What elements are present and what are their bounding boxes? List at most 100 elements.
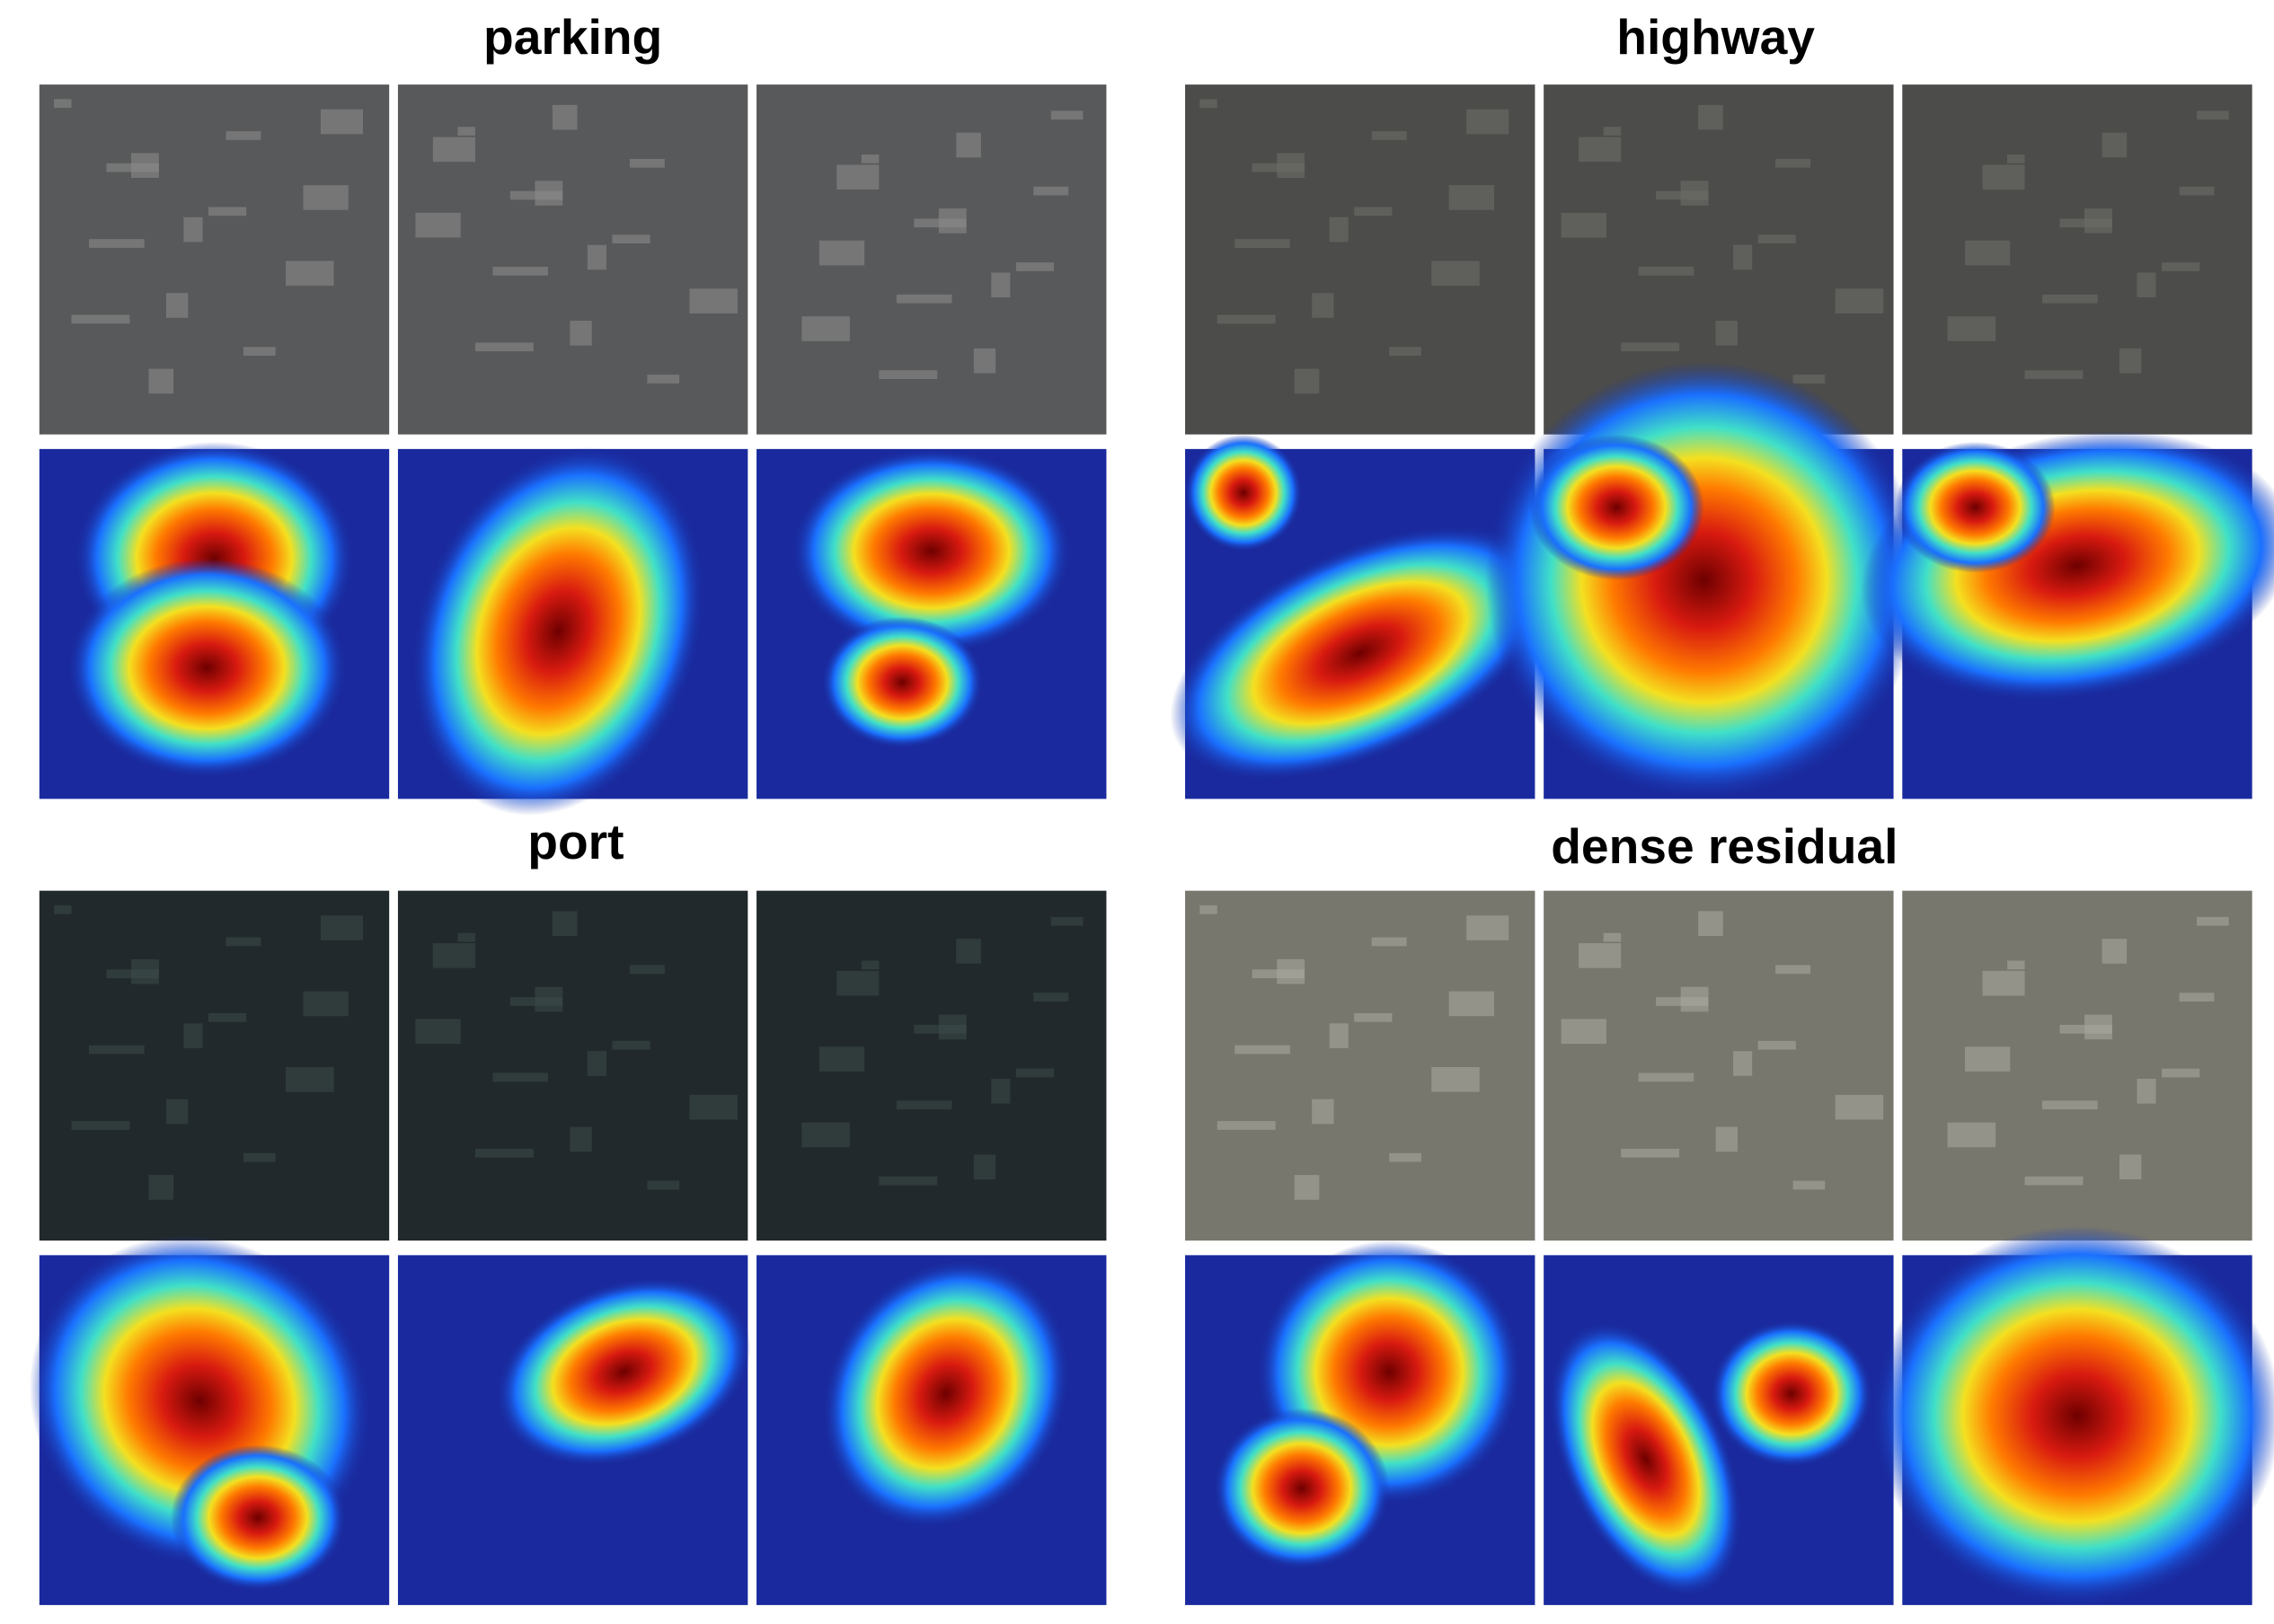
photo-detail — [1698, 911, 1723, 936]
photo-detail — [1431, 260, 1480, 287]
photo-detail — [492, 267, 549, 276]
photo-detail — [587, 244, 606, 270]
photo-detail — [285, 1067, 334, 1092]
photo-tile — [1544, 890, 1894, 1241]
photo-detail — [1715, 321, 1738, 346]
photo-detail — [2137, 272, 2156, 298]
group-title: dense residual — [1551, 818, 1898, 874]
photo-detail — [2024, 370, 2084, 379]
photo-detail — [914, 218, 967, 228]
heat-blob — [1214, 1408, 1390, 1569]
heat-blob — [1185, 434, 1302, 552]
photo-detail — [861, 154, 880, 163]
photo-detail — [1579, 137, 1622, 163]
heat-blob — [412, 446, 704, 816]
photo-detail — [956, 939, 981, 964]
photo-detail — [71, 1121, 130, 1130]
heat-blob — [1872, 1225, 2274, 1605]
photo-detail — [226, 131, 261, 140]
photo-detail — [106, 969, 159, 979]
photo-detail — [208, 207, 247, 216]
photo-detail — [1252, 969, 1305, 979]
photo-detail — [1656, 190, 1709, 200]
photo-detail — [1561, 212, 1606, 238]
photo-detail — [1199, 905, 1217, 914]
photo-detail — [914, 1024, 967, 1034]
photo-detail — [2101, 939, 2128, 964]
photo-detail — [2197, 110, 2229, 120]
photo-tile — [39, 890, 390, 1241]
photo-detail — [303, 185, 349, 210]
heatmap-tile — [757, 1255, 1107, 1605]
photo-detail — [1638, 1072, 1694, 1082]
photo-tile — [757, 890, 1107, 1241]
photo-detail — [1312, 1099, 1334, 1125]
photo-tile — [39, 84, 390, 435]
photo-detail — [1561, 1019, 1606, 1045]
photo-detail — [1389, 347, 1421, 357]
photo-detail — [1792, 375, 1826, 384]
photo-detail — [2007, 960, 2025, 970]
photo-detail — [647, 1180, 680, 1190]
photo-detail — [54, 99, 72, 109]
photo-detail — [88, 1045, 145, 1055]
photo-detail — [457, 932, 475, 942]
photo-detail — [432, 943, 475, 968]
photo-detail — [647, 375, 680, 384]
photo-detail — [818, 240, 865, 266]
photo-detail — [492, 1072, 549, 1082]
photo-detail — [2101, 132, 2128, 158]
photo-detail — [1835, 1094, 1884, 1120]
heatmap-tile — [397, 446, 748, 816]
photo-detail — [2179, 993, 2215, 1002]
photo — [39, 84, 390, 435]
photo — [1185, 84, 1535, 435]
photo-detail — [879, 370, 938, 379]
photo-detail — [1312, 293, 1334, 318]
heatmap-tile — [1485, 361, 1923, 799]
photo-tile — [1185, 890, 1535, 1241]
photo-detail — [1603, 127, 1622, 136]
photo-detail — [183, 216, 203, 243]
photo-detail — [587, 1051, 606, 1076]
heat-blob — [1528, 434, 1704, 580]
photo-detail — [243, 347, 276, 357]
photo-detail — [1775, 965, 1811, 975]
photo-detail — [2024, 1176, 2084, 1186]
photo-detail — [629, 158, 665, 168]
photo-tile — [397, 84, 748, 435]
photo-detail — [2059, 218, 2112, 228]
photo-detail — [1982, 164, 2025, 190]
photo-detail — [2179, 186, 2215, 196]
photo-detail — [629, 965, 665, 975]
heatmap-tile — [1185, 1240, 1535, 1605]
photo-detail — [148, 368, 174, 394]
photo-detail — [183, 1023, 203, 1048]
photo-detail — [1294, 1175, 1320, 1200]
photo-detail — [1982, 970, 2025, 996]
photo-detail — [1965, 1046, 2011, 1072]
photo-detail — [88, 239, 145, 248]
photo-detail — [165, 1099, 189, 1125]
photo-detail — [457, 127, 475, 136]
photo-detail — [991, 272, 1011, 298]
photo-detail — [1234, 239, 1290, 248]
photo-detail — [1217, 1121, 1276, 1130]
photo-detail — [1252, 163, 1305, 172]
photo-detail — [1329, 1023, 1349, 1048]
photo-detail — [509, 997, 563, 1006]
photo-detail — [2162, 262, 2200, 271]
photo-detail — [1050, 916, 1084, 926]
photo-detail — [1217, 314, 1276, 324]
photo-detail — [54, 905, 72, 914]
photo-detail — [552, 911, 578, 936]
heatmap-tile — [1170, 434, 1551, 799]
photo-detail — [1757, 234, 1796, 244]
heat-blob — [1711, 1320, 1872, 1467]
photo — [1185, 890, 1535, 1241]
photo-detail — [1466, 915, 1509, 940]
photo-detail — [956, 132, 981, 158]
group-title: highway — [1616, 9, 1815, 65]
photo-detail — [836, 164, 880, 190]
photo-detail — [320, 915, 363, 940]
